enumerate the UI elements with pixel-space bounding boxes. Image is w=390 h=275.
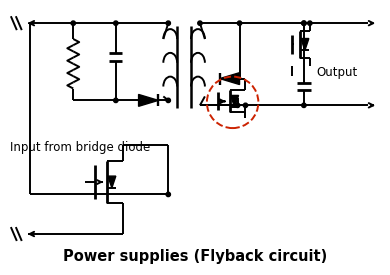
- Circle shape: [166, 98, 170, 103]
- Text: Power supplies (Flyback circuit): Power supplies (Flyback circuit): [63, 249, 327, 264]
- Circle shape: [238, 21, 242, 25]
- Text: Output: Output: [317, 66, 358, 79]
- Polygon shape: [138, 94, 158, 106]
- Circle shape: [198, 21, 202, 25]
- Text: Input from bridge diode: Input from bridge diode: [10, 141, 150, 154]
- Circle shape: [302, 21, 306, 25]
- Circle shape: [243, 103, 248, 108]
- Circle shape: [71, 21, 75, 25]
- Circle shape: [302, 21, 306, 25]
- Circle shape: [113, 21, 118, 25]
- Circle shape: [166, 21, 170, 25]
- Circle shape: [308, 21, 312, 25]
- Polygon shape: [230, 95, 239, 107]
- Polygon shape: [301, 39, 309, 50]
- Polygon shape: [108, 176, 116, 188]
- Circle shape: [113, 98, 118, 103]
- Circle shape: [236, 103, 240, 108]
- Polygon shape: [220, 73, 239, 84]
- Circle shape: [166, 192, 170, 197]
- Circle shape: [302, 103, 306, 108]
